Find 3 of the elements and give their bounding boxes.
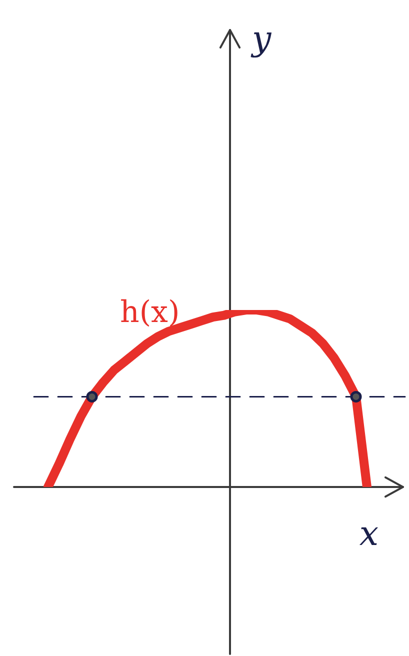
text: y (250, 19, 272, 59)
annotation: h(x) (120, 295, 180, 330)
x-axis-title: x (359, 514, 379, 554)
